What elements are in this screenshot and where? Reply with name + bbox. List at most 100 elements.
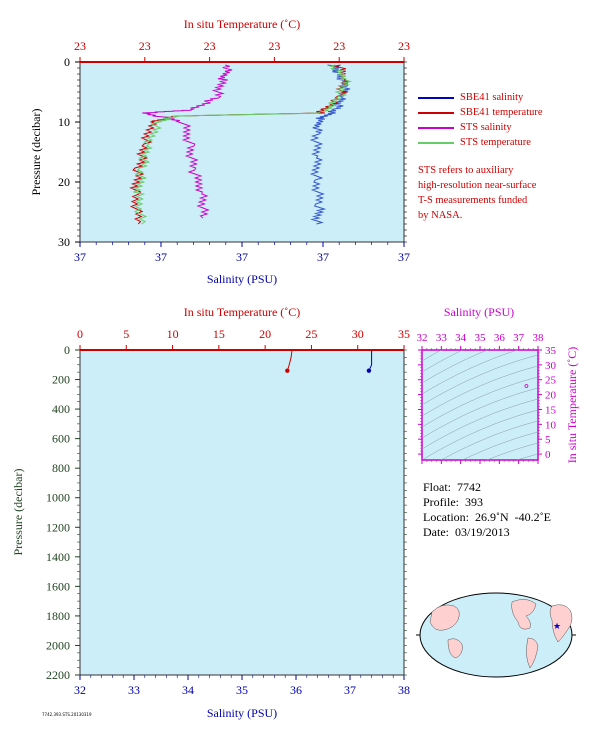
profile-number: Profile: 393 (423, 495, 483, 509)
bottom-sal-tick-label: 38 (398, 683, 410, 697)
bottom-sal-tick-label: 32 (74, 683, 86, 697)
top-pressure-tick-label: 30 (58, 235, 70, 249)
legend-label: STS salinity (460, 122, 512, 133)
top-sal-tick-label: 37 (155, 250, 167, 264)
map-land-australia (447, 638, 463, 659)
bottom-sal-tick-label: 37 (344, 683, 356, 697)
ts-density-contour (422, 398, 538, 450)
ts-density-contour (422, 376, 538, 428)
ts-temp-tick-label: 25 (545, 375, 557, 387)
ts-density-contour (486, 442, 538, 460)
bottom-temp-line (286, 349, 293, 371)
ts-density-contour (516, 453, 538, 460)
ts-temp-tick-label: 20 (545, 390, 557, 402)
bottom-temp-tick-label: 20 (259, 327, 271, 341)
legend-label: SBE41 salinity (460, 92, 524, 103)
bottom-temp-tick-label: 35 (398, 327, 410, 341)
top-pressure-tick-label: 0 (64, 55, 70, 69)
top-pressure-ticks: 0 10 20 30 (58, 55, 407, 249)
float-id: Float: 7742 (423, 480, 482, 494)
bottom-pressure-tick-label: 1800 (46, 609, 70, 623)
ts-points (524, 384, 529, 388)
legend-label: SBE41 temperature (460, 107, 543, 118)
bottom-sal-tick-label: 36 (290, 683, 302, 697)
bottom-pressure-ticks: 0 200 400 600 800 1000 1200 1400 1600 1800 2000 220… (46, 343, 407, 682)
bottom-pressure-tick-label: 1000 (46, 491, 70, 505)
ts-density-contour (422, 409, 538, 460)
ts-chart: Salinity (PSU) In situ Temperature (˚C) … (417, 278, 579, 464)
bottom-series (285, 349, 373, 373)
top-temp-tick-label: 23 (139, 39, 151, 53)
bottom-temp-axis-label: In situ Temperature (˚C) (184, 305, 301, 319)
ts-sal-tick-label: 38 (533, 332, 545, 344)
world-map: ★ (416, 592, 576, 678)
ts-sal-tick-label: 33 (436, 332, 448, 344)
ts-density-contours (422, 278, 538, 460)
top-temp-tick-label: 23 (398, 39, 410, 53)
legend-swatch (418, 127, 454, 129)
legend-item: SBE41 temperature (418, 105, 543, 120)
top-sal-tick-label: 37 (317, 250, 329, 264)
legend-swatch (418, 112, 454, 114)
top-temp-axis-label: In situ Temperature (˚C) (184, 17, 301, 31)
top-series (129, 64, 353, 225)
bottom-sal-ticks: 32 33 34 35 36 37 38 (74, 675, 410, 697)
ts-density-contour (422, 350, 463, 373)
top-sal-tick-label: 37 (236, 250, 248, 264)
ts-temp-axis-label: In situ Temperature (˚C) (565, 347, 579, 464)
ts-temp-tick-label: 5 (545, 434, 551, 446)
top-sal-axis-label: Salinity (PSU) (207, 272, 277, 286)
bottom-sal-tick-label: 35 (236, 683, 248, 697)
ts-sal-axis-label: Salinity (PSU) (444, 305, 514, 319)
map-land-asia (429, 604, 460, 631)
top-temp-tick-label: 23 (268, 39, 280, 53)
ts-density-contour (422, 350, 519, 395)
top-pressure-tick-label: 10 (58, 115, 70, 129)
bottom-pressure-tick-label: 600 (52, 432, 70, 446)
top-pressure-axis-label: Pressure (decibar) (29, 109, 43, 196)
bottom-temp-tick-label: 5 (123, 327, 129, 341)
bottom-pressure-tick-label: 0 (64, 343, 70, 357)
bottom-temp-end-point (285, 368, 290, 373)
bottom-temp-ticks: 0 5 10 15 20 25 30 35 (77, 327, 410, 351)
bottom-temp-tick-label: 15 (213, 327, 225, 341)
float-info: Float: 7742 Profile: 393 Location: 26.9˚… (423, 480, 551, 540)
top-sal-tick-label: 37 (74, 250, 86, 264)
top-series-line (133, 64, 353, 225)
bottom-sal-axis-label: Salinity (PSU) (207, 706, 277, 720)
bottom-pressure-tick-label: 2000 (46, 638, 70, 652)
note-line: by NASA. (418, 210, 463, 221)
ts-plot-area (421, 349, 539, 461)
bottom-chart: In situ Temperature (˚C) Salinity (PSU) … (11, 305, 410, 720)
ts-density-contour (422, 278, 538, 328)
bottom-temp-tick-label: 10 (167, 327, 179, 341)
ts-density-contour (461, 431, 538, 460)
ts-sal-tick-label: 37 (513, 332, 525, 344)
bottom-temp-tick-label: 30 (352, 327, 364, 341)
bottom-pressure-tick-label: 1200 (46, 520, 70, 534)
ts-sal-tick-label: 34 (455, 332, 467, 344)
legend-swatch (418, 142, 454, 144)
legend-item: STS temperature (418, 135, 543, 150)
bottom-pressure-tick-label: 1600 (46, 579, 70, 593)
top-series-line (309, 64, 351, 225)
ts-density-contour (440, 420, 538, 460)
bottom-pressure-tick-label: 2200 (46, 668, 70, 682)
ts-density-contour (422, 350, 488, 384)
bottom-sal-tick-label: 33 (128, 683, 140, 697)
legend: SBE41 salinity SBE41 temperature STS sal… (418, 90, 543, 150)
bottom-pressure-tick-label: 200 (52, 373, 70, 387)
bottom-pressure-axis-label: Pressure (decibar) (11, 469, 25, 556)
ts-sal-tick-label: 32 (417, 332, 428, 344)
ts-density-contour (422, 387, 538, 439)
ts-temp-tick-label: 0 (545, 449, 551, 461)
bottom-temp-tick-label: 25 (305, 327, 317, 341)
location: Location: 26.9˚N -40.2˚E (423, 510, 551, 524)
bottom-temp-tick-label: 0 (77, 327, 83, 341)
note-line: high-resolution near-surface (418, 180, 537, 191)
legend-swatch (418, 97, 454, 99)
top-sal-ticks: 37 37 37 37 37 (74, 242, 410, 264)
ts-sal-tick-label: 36 (494, 332, 506, 344)
ts-sal-ticks: 32 33 34 35 36 37 38 (417, 332, 545, 464)
note-line: STS refers to auxiliary (418, 165, 514, 176)
